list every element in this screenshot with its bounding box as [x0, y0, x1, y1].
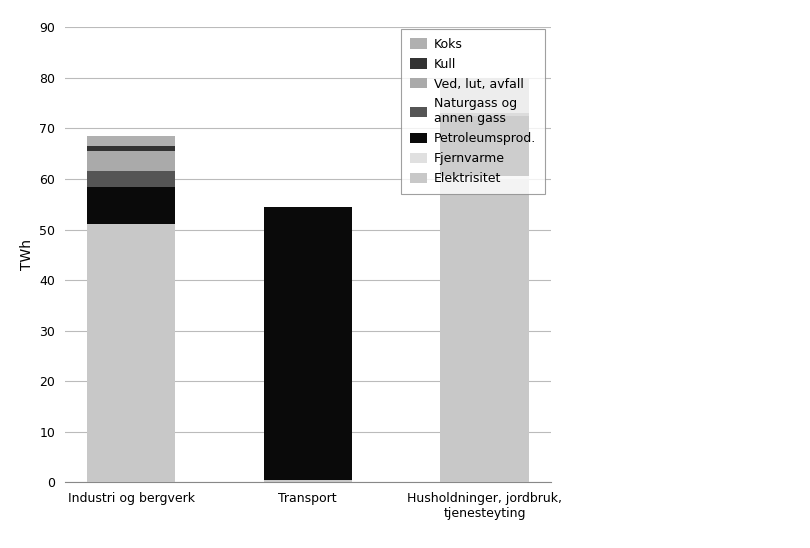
Bar: [441, 116, 529, 176]
Bar: [87, 186, 175, 225]
Bar: [87, 151, 175, 172]
Bar: [441, 113, 529, 116]
Y-axis label: TWh: TWh: [19, 239, 33, 270]
Bar: [87, 136, 175, 146]
Bar: [87, 225, 175, 482]
Legend: Koks, Kull, Ved, lut, avfall, Naturgass og
annen gass, Petroleumsprod., Fjernvar: Koks, Kull, Ved, lut, avfall, Naturgass …: [401, 29, 544, 194]
Bar: [87, 146, 175, 151]
Bar: [263, 480, 352, 482]
Bar: [441, 78, 529, 113]
Bar: [441, 179, 529, 482]
Bar: [263, 207, 352, 480]
Bar: [441, 176, 529, 179]
Bar: [87, 172, 175, 186]
